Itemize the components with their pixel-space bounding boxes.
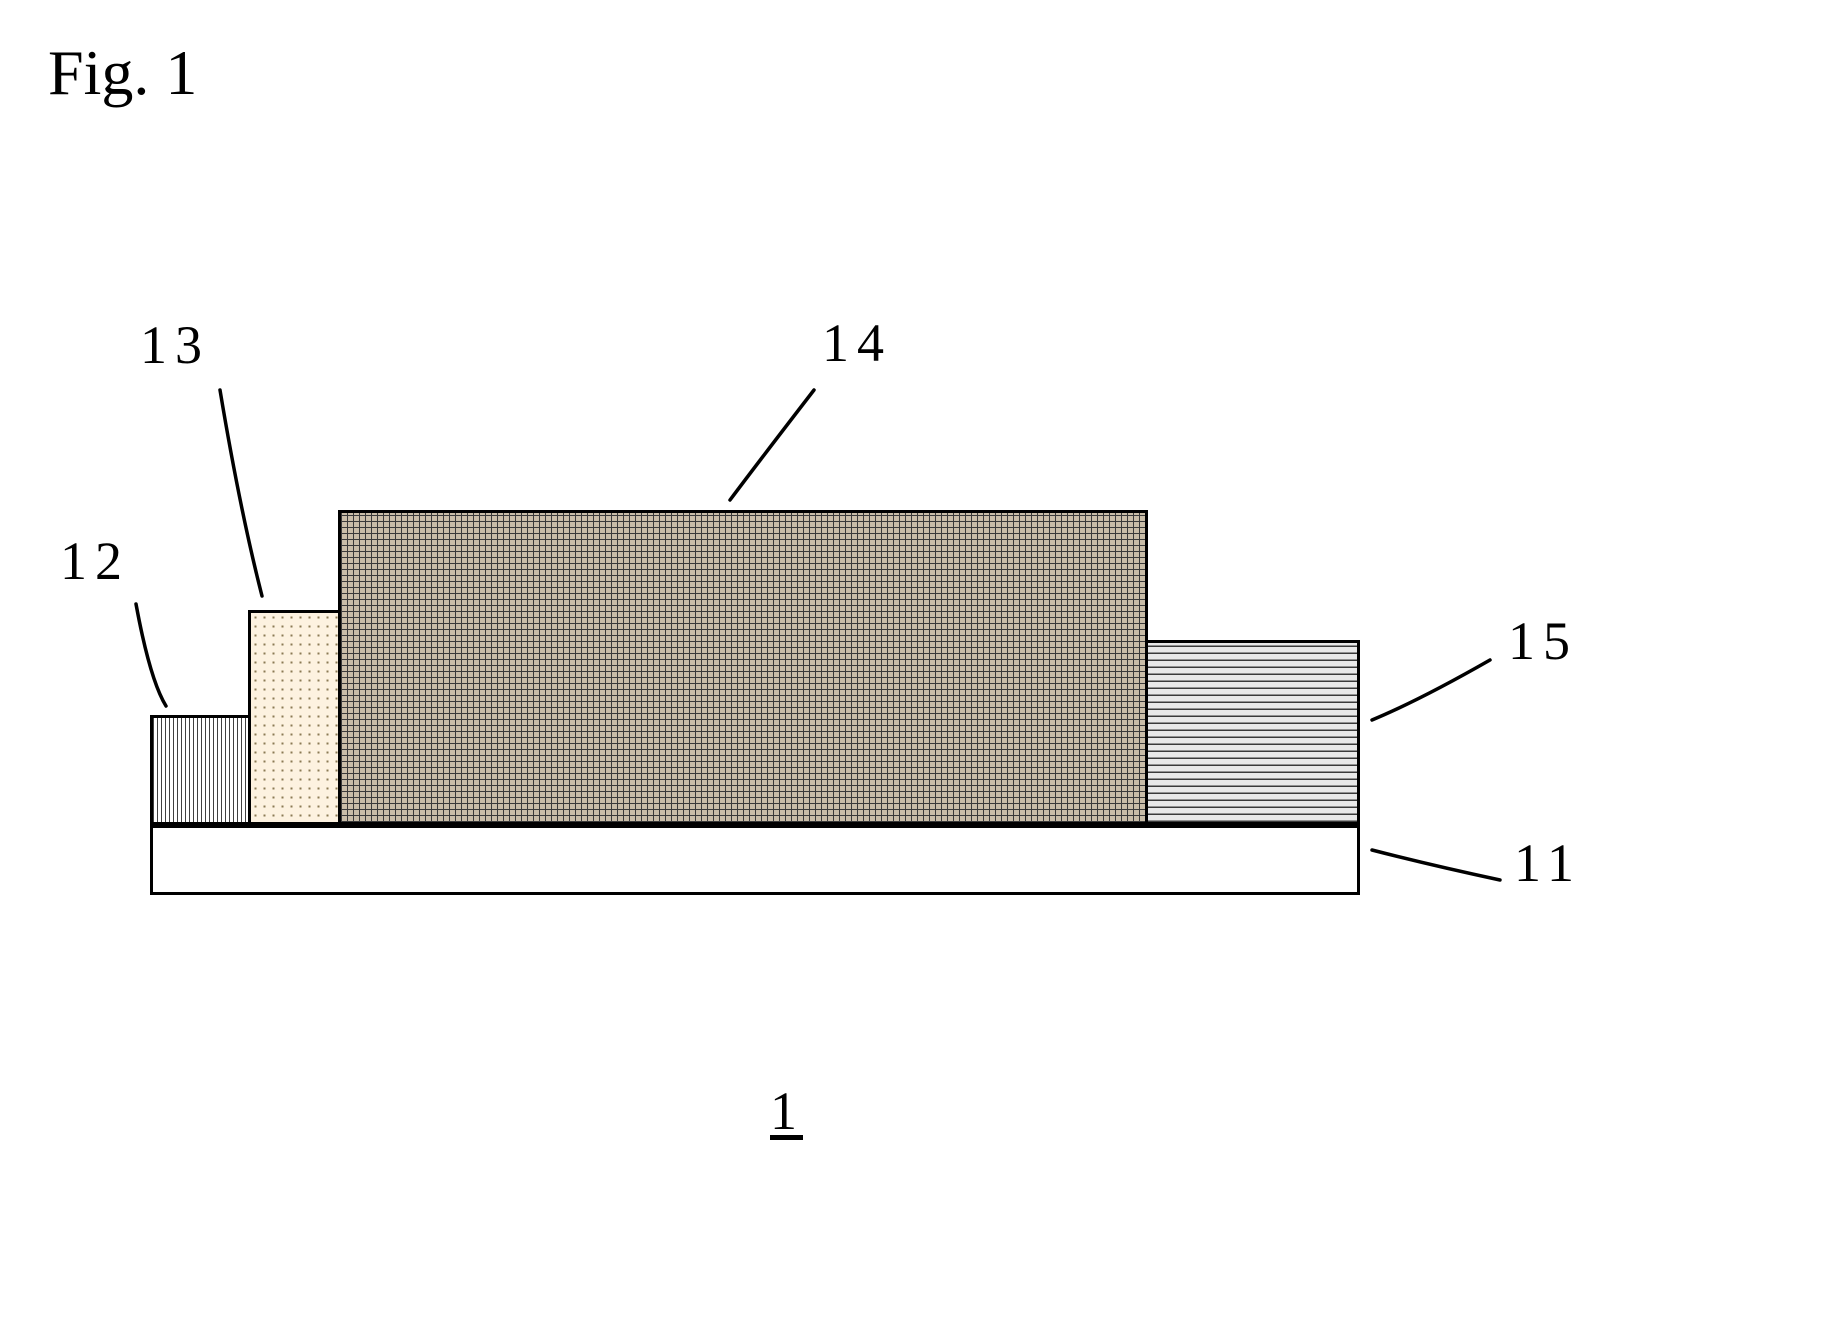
label-13: 13 [140, 314, 210, 376]
figure-title: Fig. 1 [48, 36, 197, 110]
label-14: 14 [822, 312, 892, 374]
label-15: 15 [1508, 610, 1578, 672]
layer-11-substrate [150, 825, 1360, 895]
label-12: 12 [60, 530, 130, 592]
layer-14 [338, 510, 1148, 825]
figure-reference-number: 1 [770, 1080, 803, 1142]
label-11: 11 [1514, 832, 1582, 894]
figure-canvas: Fig. 1 13 14 12 15 11 1 [0, 0, 1838, 1324]
